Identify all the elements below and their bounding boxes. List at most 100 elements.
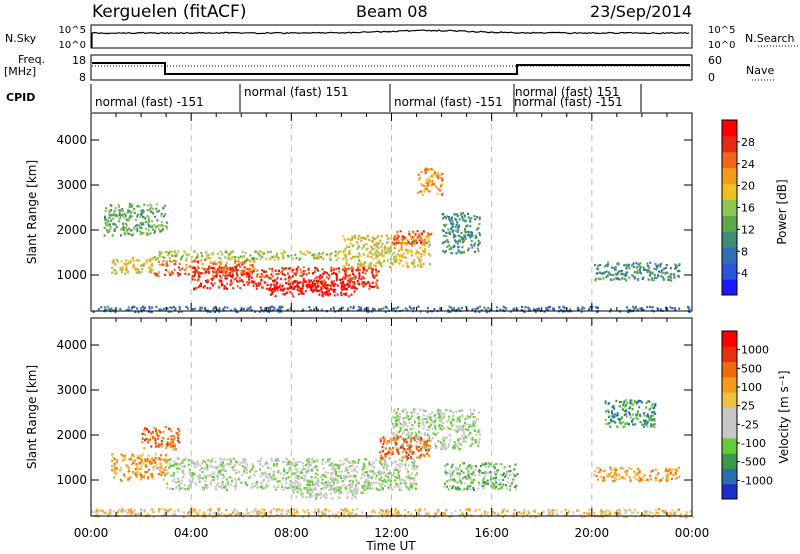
velocity-cell <box>655 508 657 511</box>
power-cell <box>280 252 283 255</box>
power-cell <box>151 257 154 260</box>
power-cell <box>428 254 431 257</box>
velocity-cell <box>278 459 281 462</box>
power-cell <box>224 274 227 277</box>
velocity-cell <box>221 469 224 472</box>
velocity-cell <box>499 463 502 466</box>
velocity-cell <box>209 464 212 467</box>
power-cell <box>286 308 289 312</box>
power-cell <box>123 212 126 215</box>
velocity-cell <box>503 475 506 478</box>
power-cell <box>396 230 399 234</box>
power-cell <box>404 307 407 310</box>
power-cell <box>384 310 387 313</box>
power-cell <box>266 306 269 309</box>
velocity-cell <box>463 462 466 465</box>
velocity-cell <box>343 462 346 465</box>
velocity-cell <box>401 451 404 454</box>
power-cell <box>148 220 151 223</box>
power-cell <box>373 253 376 256</box>
velocity-cell <box>461 435 464 438</box>
power-cell <box>214 305 217 309</box>
velocity-cell <box>600 510 603 513</box>
power-cell <box>395 243 397 246</box>
power-cell <box>118 219 121 222</box>
velocity-cell <box>462 513 465 516</box>
power-cell <box>329 258 331 261</box>
power-cell <box>338 308 341 311</box>
power-cell <box>159 224 162 227</box>
velocity-cell <box>179 487 182 490</box>
power-cell <box>351 286 354 289</box>
power-cell <box>363 282 366 285</box>
velocity-cell <box>285 510 288 513</box>
power-cell <box>417 178 420 181</box>
velocity-cell <box>171 487 174 490</box>
velocity-cell <box>186 488 189 491</box>
velocity-cell <box>479 464 482 467</box>
velocity-cell <box>402 423 405 426</box>
velocity-cell <box>422 427 425 430</box>
power-cell <box>460 231 463 235</box>
velocity-cell <box>405 433 408 436</box>
power-cell <box>414 239 417 242</box>
velocity-cell <box>432 432 435 435</box>
power-cell <box>333 290 335 293</box>
power-cell <box>247 283 249 287</box>
power-cell <box>332 288 335 291</box>
power-cell <box>284 293 286 296</box>
power-cell <box>381 242 384 245</box>
power-cell <box>362 266 365 269</box>
power-cell <box>260 279 263 282</box>
power-cell <box>105 224 107 227</box>
power-cell <box>477 239 480 242</box>
velocity-cell <box>391 432 394 435</box>
velocity-cell <box>232 465 235 468</box>
velocity-cell <box>140 464 143 467</box>
power-cell <box>156 219 159 222</box>
power-cell <box>231 276 234 279</box>
power-cell <box>155 207 158 210</box>
power-cell <box>112 222 115 225</box>
power-cell <box>213 282 216 285</box>
velocity-cell <box>618 509 621 512</box>
power-cell <box>322 273 325 276</box>
power-cell <box>436 173 439 176</box>
velocity-cell <box>331 472 334 475</box>
power-cell <box>302 270 305 273</box>
power-cell <box>214 310 217 314</box>
power-cell <box>211 274 214 277</box>
velocity-cell <box>395 432 398 436</box>
velocity-cell <box>446 473 449 476</box>
velocity-cell <box>339 486 342 489</box>
velocity-cell <box>294 461 297 465</box>
power-cell <box>439 174 442 177</box>
power-cell <box>479 233 481 236</box>
power-cell <box>426 310 429 314</box>
power-cell <box>295 267 298 270</box>
velocity-cell <box>253 473 256 476</box>
velocity-cell <box>455 487 458 490</box>
power-cell <box>448 248 451 251</box>
velocity-cell <box>452 478 455 481</box>
velocity-cell <box>506 471 509 474</box>
velocity-cell <box>613 467 616 470</box>
power-cell <box>170 250 173 253</box>
velocity-cell <box>188 471 191 474</box>
power-cell <box>630 264 633 267</box>
power-cell <box>111 266 114 269</box>
velocity-cell <box>449 428 452 431</box>
power-cell <box>246 257 248 260</box>
power-cell <box>219 257 222 260</box>
velocity-cell <box>364 478 367 481</box>
velocity-cell <box>634 474 637 477</box>
power-cell <box>172 305 175 308</box>
power-cell <box>378 253 381 256</box>
velocity-cell <box>135 470 138 473</box>
power-cell <box>191 277 194 280</box>
velocity-cell <box>191 478 194 481</box>
velocity-cell <box>223 513 226 517</box>
power-cell <box>242 272 244 275</box>
velocity-cell <box>428 434 431 437</box>
power-cell <box>281 273 284 276</box>
